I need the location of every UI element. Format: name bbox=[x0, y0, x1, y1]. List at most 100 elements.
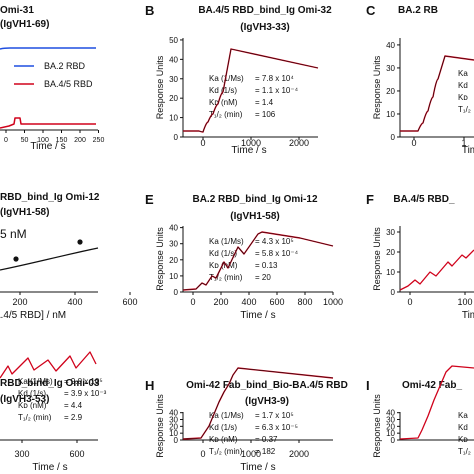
trace-panel-H-fit bbox=[182, 367, 334, 440]
y-tick-label-B: 20 bbox=[169, 94, 178, 103]
x-tick-label-B: 2000 bbox=[289, 138, 309, 148]
param-key-G: T₁/₂ (min) bbox=[18, 413, 52, 422]
param-value-H: = 182 bbox=[255, 447, 276, 456]
param-key-C: Ka bbox=[458, 69, 468, 78]
y-tick-label-I: 20 bbox=[386, 422, 395, 431]
x-tick-label-B: 0 bbox=[200, 138, 205, 148]
trace-panel-C-fit bbox=[400, 55, 474, 132]
param-value-G: = 4.4 bbox=[64, 401, 83, 410]
x-tick-label-D: 200 bbox=[12, 297, 27, 307]
panel-letter-H: H bbox=[145, 378, 154, 393]
param-value-B: = 106 bbox=[255, 110, 276, 119]
y-axis-label-B: Response Units bbox=[155, 55, 165, 119]
x-tick-label-H: 0 bbox=[200, 449, 205, 459]
y-axis-label-H: Response Units bbox=[155, 394, 165, 458]
panel-subtitle-H: (IgVH3-9) bbox=[245, 396, 289, 407]
x-tick-label-C: 0 bbox=[411, 138, 416, 148]
panel-subtitle-A: (IgVH1-69) bbox=[0, 19, 49, 30]
y-tick-label-E: 0 bbox=[174, 288, 179, 297]
y-tick-label-B: 40 bbox=[169, 55, 178, 64]
y-tick-label-F: 20 bbox=[386, 248, 395, 257]
panel-title-G: RBD_bind_Ig Omi-03 bbox=[0, 378, 100, 389]
y-tick-label-I: 0 bbox=[391, 436, 396, 445]
panel-letter-B: B bbox=[145, 3, 154, 18]
legend-label-ba2: BA.2 RBD bbox=[44, 61, 86, 71]
panel-title-C: BA.2 RB bbox=[398, 5, 438, 16]
param-key-C: T₁/₂ bbox=[458, 105, 471, 114]
y-axis-label-F: Response Units bbox=[372, 227, 382, 291]
y-tick-label-B: 0 bbox=[174, 133, 179, 142]
x-axis-label-D: A.4/5 RBD] / nM bbox=[0, 310, 66, 321]
x-axis-label-G: Time / s bbox=[32, 462, 67, 473]
param-key-C: Kd bbox=[458, 81, 468, 90]
x-tick-label-H: 2000 bbox=[289, 449, 309, 459]
y-tick-label-F: 30 bbox=[386, 228, 395, 237]
x-tick-label-A: 100 bbox=[37, 137, 49, 144]
y-axis-label-I: Response Units bbox=[372, 394, 382, 458]
y-tick-label-E: 20 bbox=[169, 256, 178, 265]
x-tick-label-D: 400 bbox=[67, 297, 82, 307]
param-key-G: Ka (1/Ms) bbox=[18, 377, 53, 386]
param-key-H: T₁/₂ (min) bbox=[209, 447, 243, 456]
y-tick-label-C: 30 bbox=[386, 64, 395, 73]
x-tick-label-E: 0 bbox=[190, 297, 195, 307]
param-value-B: = 1.4 bbox=[255, 98, 274, 107]
x-tick-label-G: 300 bbox=[14, 449, 29, 459]
steady-state-fit-curve bbox=[0, 247, 99, 271]
x-tick-label-A: 200 bbox=[74, 137, 86, 144]
y-tick-label-F: 0 bbox=[391, 288, 396, 297]
panel-title-B: BA.4/5 RBD_bind_Ig Omi-32 bbox=[198, 5, 332, 16]
param-key-I: Kd bbox=[458, 423, 468, 432]
param-value-H: = 0.37 bbox=[255, 435, 278, 444]
x-tick-label-E: 800 bbox=[297, 297, 312, 307]
param-value-E: = 20 bbox=[255, 273, 271, 282]
param-key-C: Kᴅ bbox=[458, 93, 468, 102]
param-key-E: Kᴅ (nM) bbox=[209, 261, 238, 270]
param-value-G: = 3.9 x 10⁻³ bbox=[64, 389, 107, 398]
x-tick-label-E: 200 bbox=[213, 297, 228, 307]
param-key-E: T₁/₂ (min) bbox=[209, 273, 243, 282]
y-tick-label-E: 30 bbox=[169, 240, 178, 249]
param-value-H: = 6.3 x 10⁻⁵ bbox=[255, 423, 298, 432]
y-tick-label-B: 30 bbox=[169, 75, 178, 84]
y-tick-label-E: 10 bbox=[169, 272, 178, 281]
data-point bbox=[13, 256, 19, 262]
legend-label-ba45: BA.4/5 RBD bbox=[44, 79, 93, 89]
param-key-H: Ka (1/Ms) bbox=[209, 411, 244, 420]
param-key-B: Ka (1/Ms) bbox=[209, 74, 244, 83]
trace-panel-B-fit bbox=[183, 48, 319, 133]
panel-title-H: Omi-42 Fab_bind_Bio-BA.4/5 RBD bbox=[186, 380, 348, 391]
y-tick-label-B: 10 bbox=[169, 114, 178, 123]
x-axis-label-F: Tim bbox=[462, 310, 474, 321]
param-key-H: Kd (1/s) bbox=[209, 423, 237, 432]
x-axis-label-A: Time / s bbox=[30, 141, 65, 152]
x-tick-label-G: 600 bbox=[69, 449, 84, 459]
trace-ba45-rbd bbox=[0, 117, 96, 129]
y-tick-label-C: 0 bbox=[391, 133, 396, 142]
panel-title-F: BA.4/5 RBD_ bbox=[393, 194, 455, 205]
x-tick-label-C: 1 bbox=[461, 138, 466, 148]
panel-letter-F: F bbox=[366, 192, 374, 207]
param-key-B: T₁/₂ (min) bbox=[209, 110, 243, 119]
param-value-G: = 2.9 bbox=[64, 413, 83, 422]
x-axis-label-E: Time / s bbox=[240, 310, 275, 321]
trace-panel-I-measured bbox=[399, 365, 474, 440]
panel-letter-E: E bbox=[145, 192, 154, 207]
panel-title-I: Omi-42 Fab_ bbox=[402, 380, 462, 391]
param-key-E: Kd (1/s) bbox=[209, 249, 237, 258]
y-tick-label-E: 40 bbox=[169, 224, 178, 233]
x-axis-label-B: Time / s bbox=[231, 145, 266, 156]
x-tick-label-B: 1000 bbox=[241, 138, 261, 148]
param-key-B: Kᴅ (nM) bbox=[209, 98, 238, 107]
panel-subtitle-B: (IgVH3-33) bbox=[240, 22, 289, 33]
y-tick-label-C: 10 bbox=[386, 110, 395, 119]
param-key-G: Kᴅ (nM) bbox=[18, 401, 47, 410]
x-tick-label-H: 1000 bbox=[241, 449, 261, 459]
y-tick-label-C: 40 bbox=[386, 41, 395, 50]
y-tick-label-I: 40 bbox=[386, 409, 395, 418]
x-axis-label-H: Time / s bbox=[240, 462, 275, 473]
param-key-H: Kᴅ (nM) bbox=[209, 435, 238, 444]
panel-title-A: Omi-31 bbox=[0, 5, 34, 16]
trace-panel-E-fit bbox=[182, 231, 334, 291]
